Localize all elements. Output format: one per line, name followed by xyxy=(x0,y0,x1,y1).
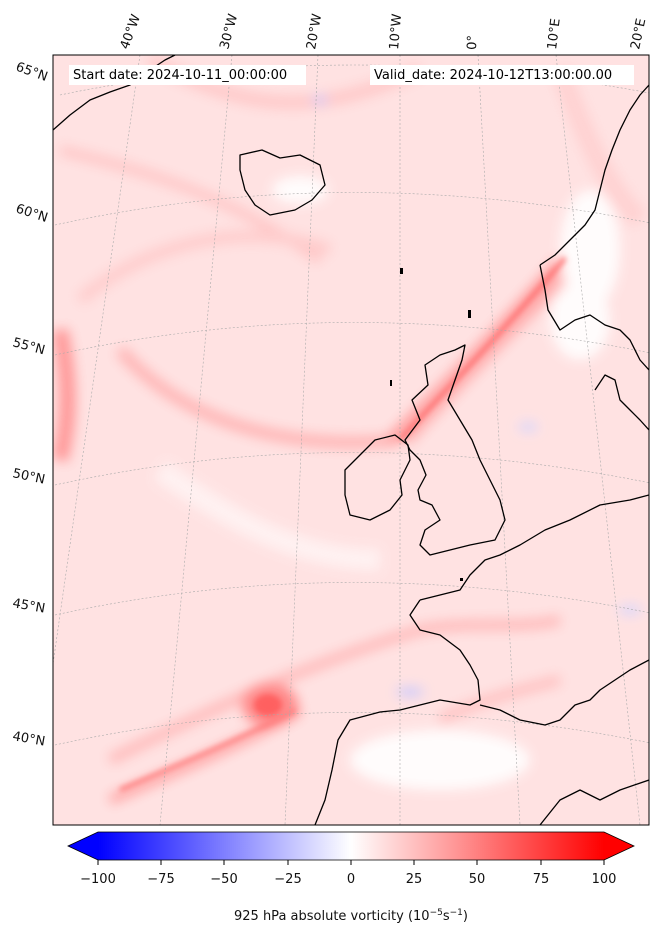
colorbar-tick-label: −50 xyxy=(210,872,237,887)
lon-label-20e: 20°E xyxy=(628,17,649,51)
start-date-label: Start date: 2024-10-11_00:00:00 xyxy=(73,68,287,83)
colorbar-ticks xyxy=(97,860,605,865)
colorbar-gradient xyxy=(98,832,604,860)
mediterranean-coast xyxy=(479,659,649,726)
lat-label-40n: 40°N xyxy=(11,729,46,749)
lat-label-60n: 60°N xyxy=(14,202,50,226)
start-date-box xyxy=(69,65,306,85)
lon-label-30w: 30°W xyxy=(217,12,241,51)
colorbar-tick-label: 100 xyxy=(592,872,617,887)
colorbar-tick-label: 75 xyxy=(533,872,550,887)
ireland-coast xyxy=(344,434,411,521)
denmark-coast xyxy=(594,374,649,431)
colorbar-tick-labels: −100 −75 −50 −25 0 25 50 75 100 xyxy=(80,872,616,887)
colorbar-tick-label: −25 xyxy=(274,872,301,887)
vorticity-field xyxy=(53,55,649,825)
iceland-coast xyxy=(239,149,326,216)
lon-label-20w: 20°W xyxy=(304,13,325,51)
iberia-coast xyxy=(314,599,481,825)
north-africa-coast xyxy=(539,779,649,825)
great-britain-coast xyxy=(404,344,506,556)
latitude-labels: 65°N 60°N 55°N 50°N 45°N 40°N xyxy=(11,60,50,750)
jet-streaks xyxy=(119,256,567,792)
coastlines xyxy=(53,55,649,825)
valid-date-label: Valid_date: 2024-10-12T13:00:00.00 xyxy=(374,68,612,83)
map-frame xyxy=(52,54,650,826)
lat-label-50n: 50°N xyxy=(11,466,46,487)
colorbar-tick-label: 0 xyxy=(347,872,355,887)
graticule xyxy=(53,55,649,825)
colorbar-max-extend xyxy=(604,832,634,860)
scandinavia-south-coast xyxy=(539,264,649,371)
lat-label-55n: 55°N xyxy=(11,335,47,358)
colorbar-tick-label: −75 xyxy=(147,872,174,887)
colorbar-min-extend xyxy=(68,832,98,860)
colorbar: −100 −75 −50 −25 0 25 50 75 100 925 hPa … xyxy=(67,831,635,924)
colorbar-tick-label: −100 xyxy=(80,872,116,887)
longitude-labels: 40°W 30°W 20°W 10°W 0° 10°E 20°E xyxy=(118,12,650,51)
norway-coast xyxy=(539,84,649,266)
small-islands xyxy=(390,268,471,581)
colorbar-tick-label: 25 xyxy=(406,872,423,887)
lat-label-65n: 65°N xyxy=(14,60,50,85)
continent-coast xyxy=(419,494,649,601)
lon-label-40w: 40°W xyxy=(118,12,144,51)
colorbar-tick-label: 50 xyxy=(469,872,486,887)
lon-label-10w: 10°W xyxy=(387,13,405,50)
lon-label-10e: 10°E xyxy=(545,18,564,51)
valid-date-box xyxy=(370,65,634,85)
greenland-coast xyxy=(53,55,176,131)
colorbar-label: 925 hPa absolute vorticity (10−5s−1) xyxy=(234,908,468,924)
lon-label-0: 0° xyxy=(465,35,481,50)
lat-label-45n: 45°N xyxy=(11,596,46,616)
